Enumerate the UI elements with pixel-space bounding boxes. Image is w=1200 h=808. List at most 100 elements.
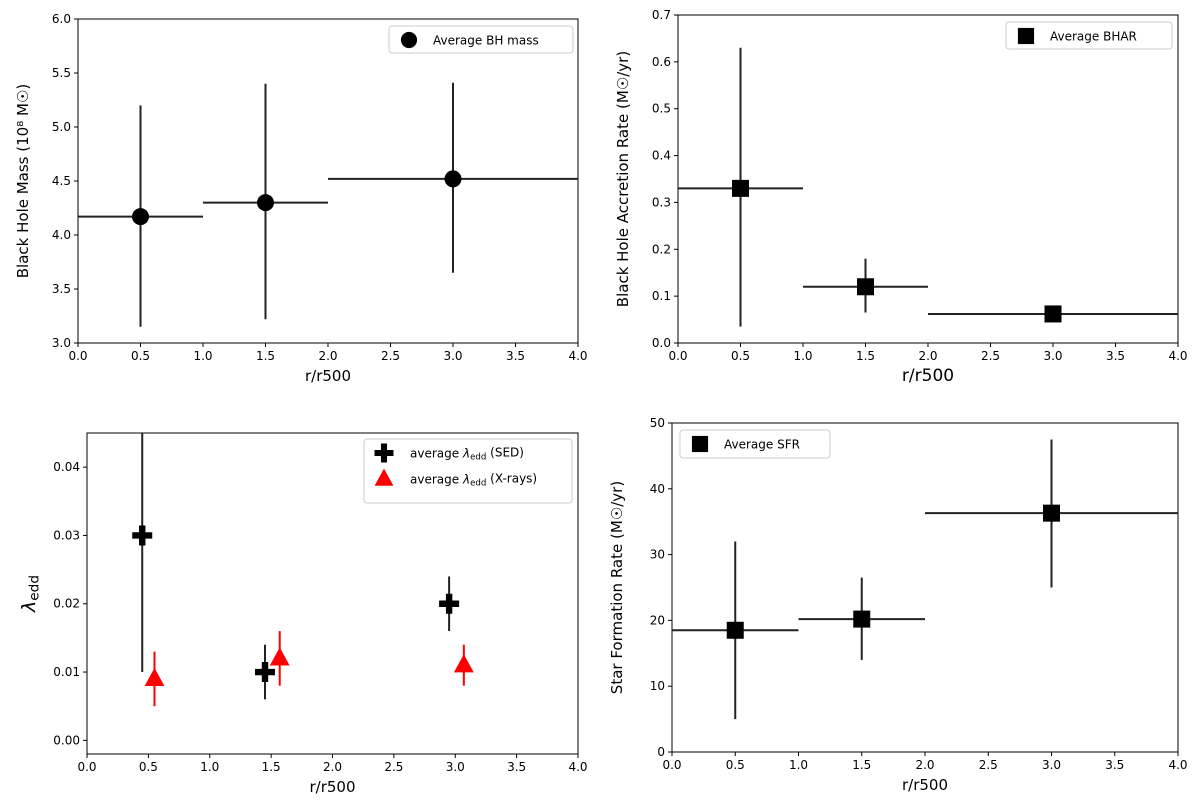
- x-tick-label: 3.0: [1042, 758, 1061, 772]
- y-axis-label: λedd: [18, 575, 42, 613]
- y-tick-label: 0.5: [652, 102, 671, 116]
- y-tick-label: 10: [650, 679, 665, 693]
- data-layer: [132, 433, 474, 707]
- x-tick-label: 2.5: [381, 349, 400, 363]
- plot-frame: [671, 422, 1179, 753]
- y-tick-label: 0.1: [652, 289, 671, 303]
- x-axis-label: r/r500: [309, 778, 355, 796]
- x-axis-label: r/r500: [902, 366, 954, 386]
- data-point: [257, 194, 274, 212]
- data-point: [732, 179, 749, 197]
- chart-bh-mass: 0.0 0.5 1.0 1.5 2.0 2.5 3.0 3.5 4.0 3.0 3.5 4.0 4.5 5…: [14, 12, 588, 385]
- y-tick-label: 40: [650, 482, 665, 496]
- x-tick-label: 0.0: [68, 349, 87, 363]
- x-tick-label: 0.5: [726, 758, 745, 772]
- x-tick-label: 2.0: [323, 760, 342, 774]
- chart-lambda-edd: 0.0 0.5 1.0 1.5 2.0 2.5 3.0 3.5 4.0 0.00 0.01 0.02 0…: [18, 432, 588, 796]
- x-tick-label: 0.5: [139, 760, 158, 774]
- y-tick-label: 20: [650, 613, 665, 627]
- data-point: [853, 610, 871, 628]
- data-layer: [78, 82, 578, 327]
- x-tick-label: 4.0: [1168, 758, 1187, 772]
- legend-label: Average BHAR: [1050, 30, 1137, 44]
- y-tick-label: 6.0: [52, 12, 71, 26]
- data-point: [1044, 305, 1062, 323]
- x-tick-label: 3.5: [507, 760, 526, 774]
- x-tick-label: 0.5: [131, 349, 150, 363]
- y-tick-label: 3.5: [52, 282, 71, 296]
- y-tick-label: 3.0: [52, 336, 71, 350]
- data-point: [132, 208, 149, 226]
- legend: Average SFR: [679, 429, 831, 459]
- x-tick-label: 1.0: [193, 349, 212, 363]
- data-point: [439, 593, 460, 614]
- data-point: [269, 647, 290, 666]
- x-tick-label: 2.5: [981, 349, 1000, 363]
- y-tick-label: 4.0: [52, 228, 71, 242]
- data-point: [1043, 504, 1060, 522]
- x-tick-label: 1.0: [793, 349, 812, 363]
- legend-marker: [1017, 27, 1035, 45]
- data-point: [726, 621, 744, 639]
- y-tick-label: 0: [657, 745, 665, 759]
- x-tick-label: 4.0: [568, 349, 587, 363]
- y-tick-label: 50: [650, 416, 665, 430]
- x-tick-label: 0.5: [731, 349, 750, 363]
- data-layer: [678, 47, 1178, 327]
- y-tick-label: 0.00: [53, 733, 80, 747]
- legend: Average BH mass: [388, 25, 574, 54]
- x-tick-label: 1.5: [856, 349, 875, 363]
- x-tick-label: 0.0: [668, 349, 687, 363]
- x-tick-label: 3.0: [446, 760, 465, 774]
- data-point: [144, 667, 165, 687]
- plot-frame: [677, 14, 1179, 344]
- y-tick-label: 0.4: [652, 149, 671, 163]
- x-tick-label: 2.0: [915, 758, 934, 772]
- data-point: [444, 170, 462, 188]
- data-point: [453, 654, 474, 673]
- y-tick-label: 0.01: [53, 665, 80, 679]
- x-tick-label: 1.5: [852, 758, 871, 772]
- plot-frame: [77, 18, 579, 344]
- legend-box: [1005, 21, 1173, 50]
- chart-sfr: 0.0 0.5 1.0 1.5 2.0 2.5 3.0 3.5 4.0 0 10 20 30 40 50 r/…: [608, 416, 1188, 794]
- data-layer: [672, 439, 1178, 720]
- y-tick-label: 0.2: [652, 242, 671, 256]
- x-axis-label: r/r500: [902, 776, 948, 794]
- x-tick-label: 1.5: [262, 760, 281, 774]
- x-tick-label: 4.0: [1168, 349, 1187, 363]
- data-point: [857, 278, 874, 296]
- chart-bhar: 0.0 0.5 1.0 1.5 2.0 2.5 3.0 3.5 4.0 0.0 0.1 0.2 0.3 0…: [614, 8, 1188, 386]
- legend: average λedd (SED) average λedd (X-rays): [363, 438, 573, 504]
- legend-label: average λedd (SED): [410, 446, 524, 463]
- x-tick-label: 3.0: [1043, 349, 1062, 363]
- x-tick-label: 3.5: [1106, 349, 1125, 363]
- data-point: [132, 525, 153, 546]
- y-tick-label: 0.3: [652, 195, 671, 209]
- x-tick-label: 2.5: [384, 760, 403, 774]
- y-tick-label: 30: [650, 548, 665, 562]
- x-tick-label: 2.0: [318, 349, 337, 363]
- x-tick-label: 3.5: [1105, 758, 1124, 772]
- legend-box: [388, 25, 574, 54]
- y-tick-label: 0.02: [53, 597, 80, 611]
- legend-box: [363, 438, 573, 504]
- y-tick-label: 5.0: [52, 120, 71, 134]
- y-tick-label: 0.04: [53, 460, 80, 474]
- legend-marker: [400, 31, 418, 49]
- y-tick-label: 0.0: [652, 336, 671, 350]
- y-axis-label: Black Hole Accretion Rate (M☉/yr): [614, 51, 632, 307]
- x-tick-label: 0.0: [662, 758, 681, 772]
- y-axis-label: Black Hole Mass (10⁸ M☉): [14, 84, 32, 278]
- legend-marker: [691, 435, 709, 453]
- legend-marker: [374, 443, 394, 463]
- y-tick-label: 4.5: [52, 174, 71, 188]
- y-axis-label: Star Formation Rate (M☉/yr): [608, 481, 626, 694]
- legend-label: Average SFR: [724, 438, 800, 452]
- x-tick-label: 2.0: [918, 349, 937, 363]
- x-tick-label: 4.0: [568, 760, 587, 774]
- legend-marker: [374, 468, 394, 486]
- data-point: [254, 662, 275, 683]
- legend-box: [679, 429, 831, 459]
